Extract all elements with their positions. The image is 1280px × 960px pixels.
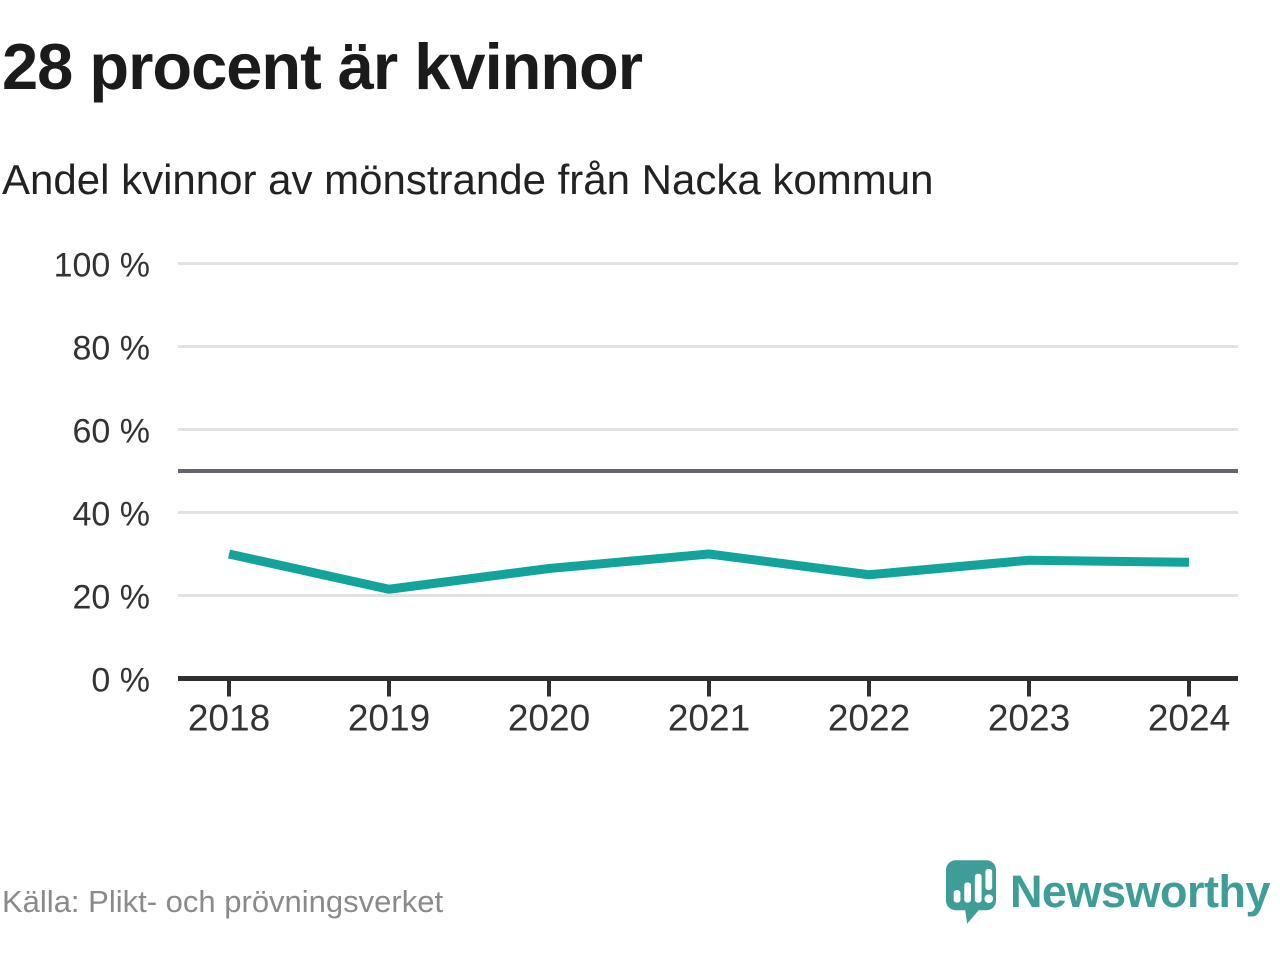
data-line-andel-kvinnor-av-m-nstrande (228, 549, 1190, 594)
x-axis-tick-label: 2019 (348, 698, 430, 739)
y-axis-tick-label: 100 % (54, 247, 150, 285)
newsworthy-bubble-icon (945, 860, 996, 924)
y-axis-tick-label: 0 % (91, 662, 150, 700)
newsworthy-wordmark: Newsworthy (1009, 866, 1271, 917)
x-axis-tick-label: 2021 (668, 698, 750, 739)
y-axis-tick-label: 80 % (73, 330, 151, 368)
x-axis-tick-label: 2018 (188, 698, 270, 739)
chart-subtitle: Andel kvinnor av mönstrande från Nacka k… (2, 156, 934, 203)
y-axis-tick-label: 40 % (73, 496, 151, 534)
x-axis-tick-label: 2023 (988, 698, 1070, 739)
y-axis-tick-label: 60 % (73, 413, 151, 451)
x-axis-tick-label: 2022 (828, 698, 910, 739)
x-axis-tick-label: 2024 (1148, 698, 1230, 739)
line-chart-canvas: 0 % 20 % 40 % 60 % 80 % 100 % 2018 2019 2020 2021… (54, 247, 1238, 739)
newsworthy-logo: Newsworthy (945, 860, 1271, 924)
y-axis-tick-label: 20 % (73, 579, 151, 617)
line-chart: 0 % 20 % 40 % 60 % 80 % 100 % 2018 2019 2020 2021… (0, 230, 1280, 770)
source-caption: Källa: Plikt- och prövningsverket (2, 884, 444, 919)
x-axis-tick-label: 2020 (508, 698, 590, 739)
page-title: 28 procent är kvinnor (2, 30, 643, 103)
